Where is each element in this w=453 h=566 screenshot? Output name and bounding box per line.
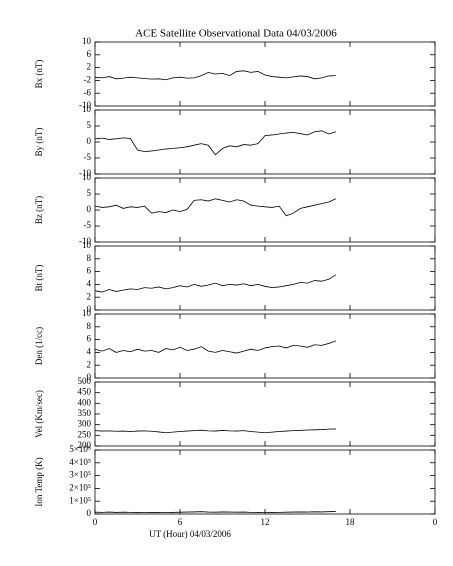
x-tick-label: 12 <box>261 517 270 527</box>
y-tick-label: -10 <box>79 100 91 110</box>
y-tick-label: 2×10⁵ <box>69 482 91 492</box>
y-tick-label: 0 <box>87 204 92 214</box>
y-tick-label: 8 <box>87 253 92 263</box>
y-tick-label: -5 <box>84 152 92 162</box>
y-tick-label: 2 <box>87 359 92 369</box>
y-axis-label: By (nT) <box>34 128 44 157</box>
y-tick-label: 4 <box>87 346 92 356</box>
y-tick-label: 6 <box>87 266 92 276</box>
y-tick-label: 2 <box>87 291 92 301</box>
y-tick-label: 200 <box>78 440 92 450</box>
y-axis-label: Vel (Km/sec) <box>34 390 44 438</box>
y-tick-label: 0 <box>87 136 92 146</box>
y-tick-label: 0 <box>87 304 92 314</box>
chart-title: ACE Satellite Observational Data 04/03/2… <box>135 28 337 40</box>
y-tick-label: 10 <box>82 240 92 250</box>
y-tick-label: -10 <box>79 168 91 178</box>
y-tick-label: 1×10⁵ <box>69 495 91 505</box>
data-line <box>94 274 337 293</box>
data-line <box>94 130 336 156</box>
x-tick-label: 0 <box>433 517 438 527</box>
panel-frame <box>94 41 436 107</box>
y-axis-label: Den (1/cc) <box>34 327 44 365</box>
y-tick-label: 3×10⁵ <box>69 470 91 480</box>
panel-frame <box>94 381 436 447</box>
data-line <box>94 70 336 81</box>
y-tick-label: 350 <box>78 408 92 418</box>
y-tick-label: -2 <box>84 74 92 84</box>
y-tick-label: 250 <box>78 429 92 439</box>
y-axis-label: Bt (nT) <box>34 265 44 292</box>
y-axis-label: Bx (nT) <box>34 60 44 89</box>
y-tick-label: -10 <box>79 236 91 246</box>
y-tick-label: 6 <box>87 49 92 59</box>
y-tick-label: 5×10⁵ <box>69 444 91 454</box>
y-tick-label: 8 <box>87 321 92 331</box>
y-axis-label: Ion Temp (K) <box>34 457 44 506</box>
data-line <box>94 428 336 434</box>
y-tick-label: 10 <box>82 36 92 46</box>
panel-frame <box>94 245 436 311</box>
x-tick-label: 18 <box>346 517 356 527</box>
x-tick-label: 6 <box>178 517 183 527</box>
panel-frame <box>94 177 436 243</box>
y-axis-label: Bz (nT) <box>34 196 44 224</box>
y-tick-label: -5 <box>84 220 92 230</box>
y-tick-label: 300 <box>78 419 92 429</box>
data-line <box>94 340 336 354</box>
y-tick-label: 400 <box>78 397 92 407</box>
y-tick-label: 5 <box>87 120 92 130</box>
x-axis-label: UT (Hour) 04/03/2006 <box>149 529 231 539</box>
y-tick-label: 0 <box>87 372 92 382</box>
y-tick-label: 4 <box>87 278 92 288</box>
y-tick-label: 10 <box>82 104 92 114</box>
panel-frame <box>94 109 436 175</box>
data-line <box>94 511 336 513</box>
y-tick-label: 6 <box>87 334 92 344</box>
data-line <box>94 198 336 217</box>
panel-frame <box>94 313 436 379</box>
x-tick-label: 0 <box>93 517 98 527</box>
y-tick-label: 450 <box>78 387 92 397</box>
y-tick-label: 2 <box>87 62 92 72</box>
y-tick-label: 0 <box>87 508 92 518</box>
y-tick-label: -6 <box>84 87 92 97</box>
y-tick-label: 10 <box>82 308 92 318</box>
y-tick-label: 500 <box>78 376 92 386</box>
y-tick-label: 10 <box>82 172 92 182</box>
y-tick-label: 4×10⁵ <box>69 457 91 467</box>
panel-frame <box>94 449 436 515</box>
y-tick-label: 5 <box>87 188 92 198</box>
